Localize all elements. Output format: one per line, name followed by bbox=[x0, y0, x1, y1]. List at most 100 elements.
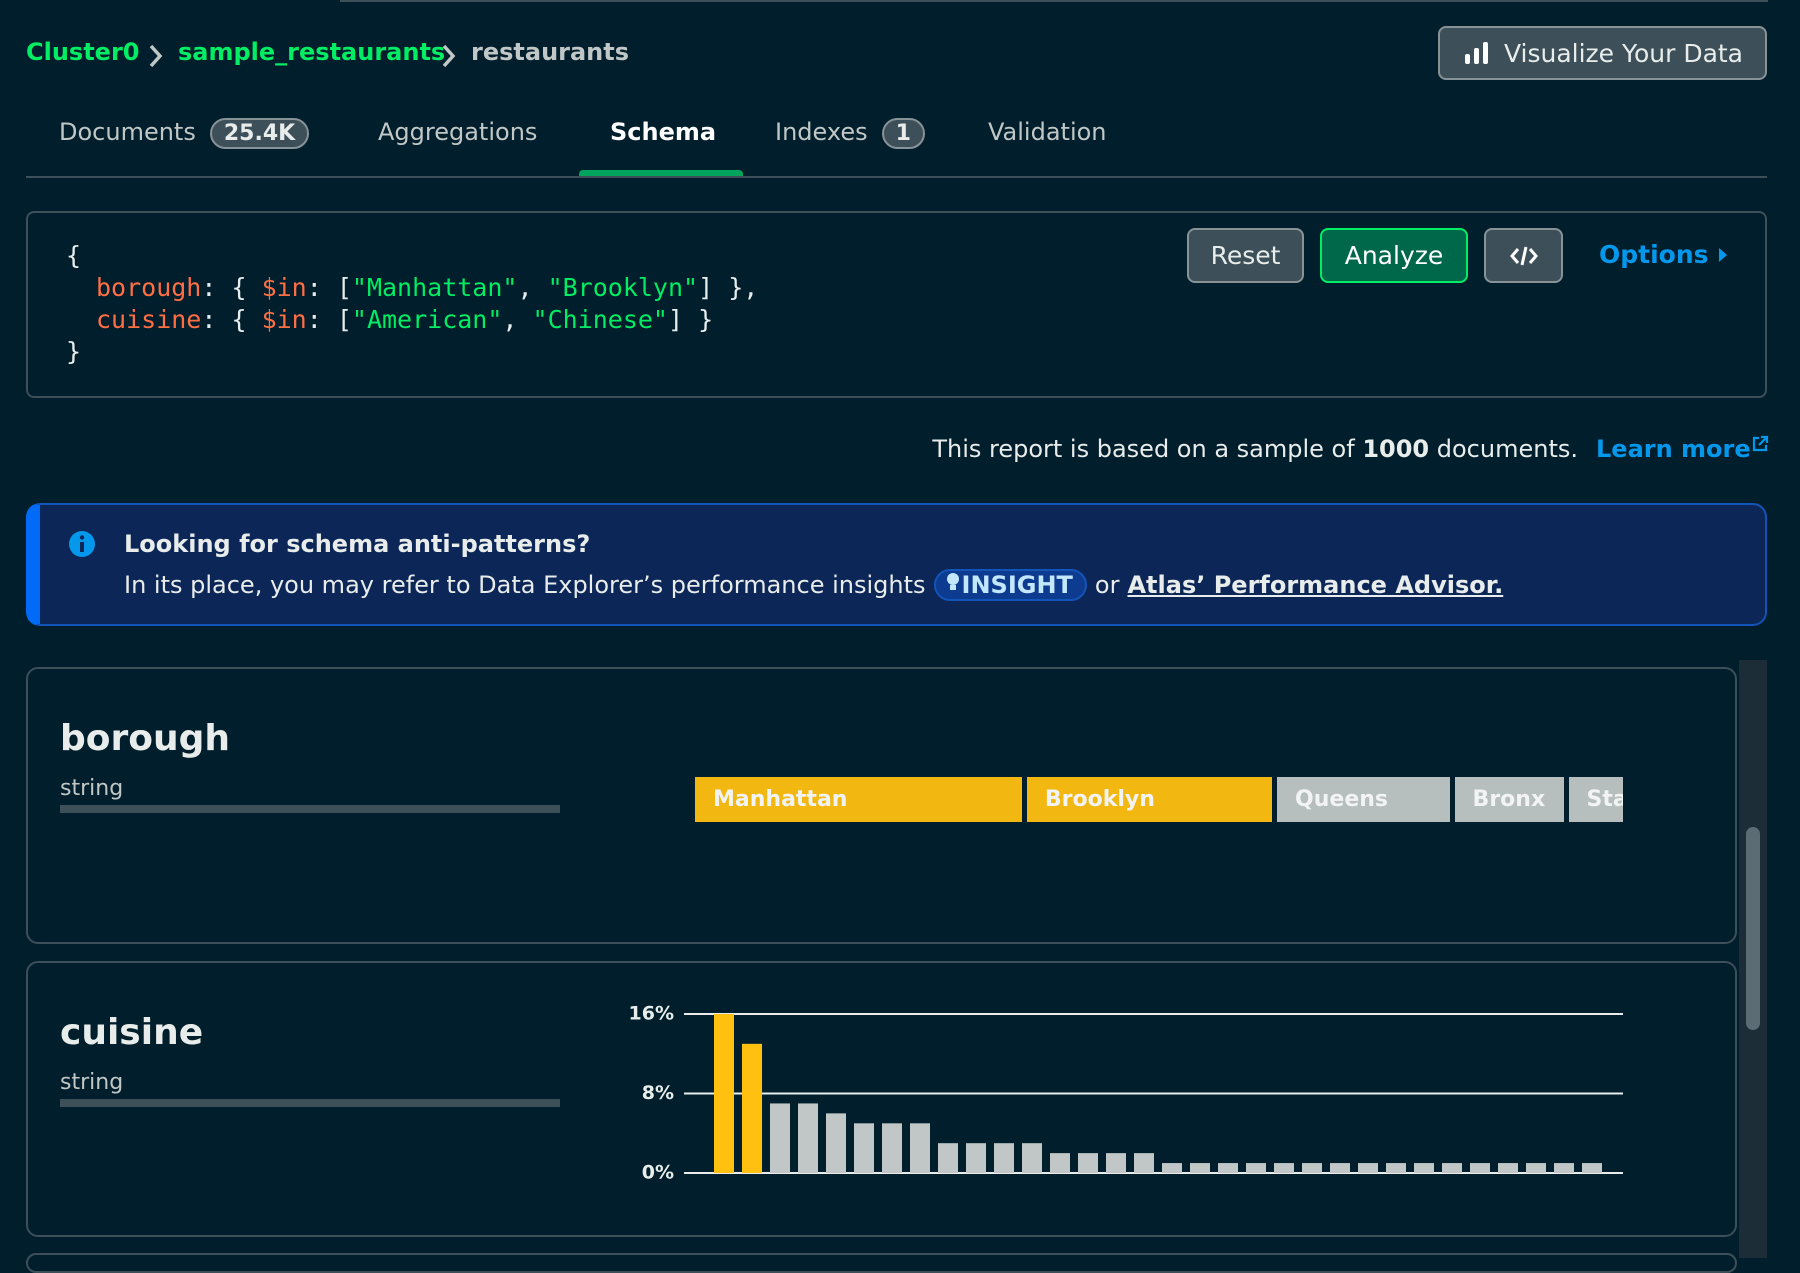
tab[interactable]: Schema bbox=[610, 118, 716, 146]
code-token: { bbox=[66, 241, 82, 270]
code-token: , bbox=[517, 273, 548, 302]
tab-label: Validation bbox=[988, 118, 1107, 146]
report-prefix: This report is based on a sample of bbox=[932, 435, 1355, 463]
y-tick-label: 16% bbox=[629, 1003, 674, 1025]
report-text: This report is based on a sample of 1000… bbox=[932, 435, 1578, 463]
segment[interactable]: Manhattan bbox=[695, 777, 1022, 822]
code-token: cuisine bbox=[96, 305, 202, 334]
banner-or: or bbox=[1094, 571, 1120, 599]
advisor-link[interactable]: Atlas’ Performance Advisor. bbox=[1127, 571, 1504, 599]
code-token: : [ bbox=[306, 273, 352, 302]
code-token: ] } bbox=[667, 305, 714, 334]
bar[interactable] bbox=[770, 1103, 790, 1173]
caret bbox=[1719, 248, 1728, 262]
tab[interactable]: Indexes 1 bbox=[775, 118, 925, 149]
tab-badge: 1 bbox=[881, 118, 925, 149]
tab[interactable]: Aggregations bbox=[378, 118, 537, 146]
code-button[interactable] bbox=[1484, 228, 1563, 283]
query-bar bbox=[26, 211, 1767, 398]
bar[interactable] bbox=[1050, 1153, 1070, 1173]
visualize-button[interactable]: Visualize Your Data bbox=[1438, 26, 1767, 80]
breadcrumb-cluster[interactable]: Cluster0 bbox=[26, 38, 140, 66]
bar[interactable] bbox=[1218, 1163, 1238, 1173]
bar[interactable] bbox=[966, 1143, 986, 1173]
bar[interactable] bbox=[1022, 1143, 1042, 1173]
bar[interactable] bbox=[994, 1143, 1014, 1173]
query-editor[interactable]: {borough: { $in: ["Manhattan", "Brooklyn… bbox=[66, 240, 758, 368]
tab[interactable]: Validation bbox=[988, 118, 1107, 146]
breadcrumb-database[interactable]: sample_restaurants bbox=[178, 38, 446, 66]
code-token: : [ bbox=[306, 305, 352, 334]
tab-label: Aggregations bbox=[378, 118, 538, 146]
bar[interactable] bbox=[854, 1123, 874, 1173]
bar[interactable] bbox=[1190, 1163, 1210, 1173]
code-token: borough bbox=[96, 273, 202, 302]
options-link[interactable]: Options bbox=[1599, 240, 1729, 269]
segment[interactable]: Staten Island bbox=[1568, 777, 1623, 822]
tab-label: Documents bbox=[59, 118, 196, 146]
field-card bbox=[26, 1253, 1737, 1273]
tab-divider bbox=[26, 176, 1767, 178]
bar[interactable] bbox=[1330, 1163, 1350, 1173]
tab[interactable]: Documents 25.4K bbox=[59, 118, 310, 149]
insight-badge[interactable]: INSIGHT bbox=[933, 569, 1087, 601]
segment-label: Bronx bbox=[1472, 787, 1546, 812]
learn-more-link[interactable]: Learn more bbox=[1596, 435, 1769, 463]
bar[interactable] bbox=[1498, 1163, 1518, 1173]
code-icon bbox=[1509, 246, 1538, 265]
bar[interactable] bbox=[1302, 1163, 1322, 1173]
code-line: borough: { $in: ["Manhattan", "Brooklyn"… bbox=[66, 272, 758, 304]
code-line: cuisine: { $in: ["American", "Chinese"] … bbox=[66, 304, 758, 336]
code-token: "Brooklyn" bbox=[547, 273, 699, 302]
field-type: string bbox=[60, 1070, 124, 1095]
field-type: string bbox=[60, 776, 124, 801]
bulb-icon bbox=[946, 573, 959, 590]
bar[interactable] bbox=[1582, 1163, 1602, 1173]
bar[interactable] bbox=[910, 1123, 930, 1173]
field-card bbox=[26, 961, 1737, 1237]
chevron bbox=[442, 44, 456, 68]
y-tick-label: 8% bbox=[642, 1082, 674, 1104]
bar[interactable] bbox=[882, 1123, 902, 1173]
scroll-thumb[interactable] bbox=[1746, 827, 1760, 1030]
code-token: "American" bbox=[351, 305, 503, 334]
bar[interactable] bbox=[1554, 1163, 1574, 1173]
segment[interactable]: Bronx bbox=[1454, 777, 1564, 822]
bar[interactable] bbox=[1162, 1163, 1182, 1173]
bar[interactable] bbox=[1106, 1153, 1126, 1173]
field-name: borough bbox=[60, 718, 231, 759]
bar[interactable] bbox=[1246, 1163, 1266, 1173]
reset-button[interactable]: Reset bbox=[1187, 228, 1304, 283]
bar[interactable] bbox=[826, 1113, 846, 1173]
code-token: $in bbox=[261, 273, 307, 302]
segment[interactable]: Brooklyn bbox=[1026, 777, 1273, 822]
chevron bbox=[149, 44, 163, 68]
bar[interactable] bbox=[742, 1043, 762, 1173]
value-bar: Manhattan Brooklyn Queens Bronx Staten Islan… bbox=[695, 777, 1623, 822]
type-bar bbox=[60, 1099, 560, 1107]
tab-label: Indexes bbox=[775, 118, 868, 146]
bar[interactable] bbox=[1386, 1163, 1406, 1173]
bar[interactable] bbox=[1274, 1163, 1294, 1173]
info-icon bbox=[69, 531, 95, 557]
code-token: "Chinese" bbox=[532, 305, 668, 334]
code-token: $in bbox=[261, 305, 307, 334]
bar[interactable] bbox=[1358, 1163, 1378, 1173]
segment[interactable]: Queens bbox=[1277, 777, 1450, 822]
bar[interactable] bbox=[1414, 1163, 1434, 1173]
bar[interactable] bbox=[1078, 1153, 1098, 1173]
bar[interactable] bbox=[798, 1103, 818, 1173]
active-underline bbox=[579, 170, 743, 176]
code-token: } bbox=[66, 337, 82, 366]
code-token: : { bbox=[201, 305, 262, 334]
bar[interactable] bbox=[1442, 1163, 1462, 1173]
bar[interactable] bbox=[714, 1014, 734, 1173]
learn-more-label: Learn more bbox=[1596, 435, 1751, 463]
bar[interactable] bbox=[1134, 1153, 1154, 1173]
analyze-button[interactable]: Analyze bbox=[1320, 228, 1468, 283]
bar[interactable] bbox=[1470, 1163, 1490, 1173]
bar[interactable] bbox=[938, 1143, 958, 1173]
breadcrumb-collection: restaurants bbox=[471, 38, 630, 66]
bar[interactable] bbox=[1526, 1163, 1546, 1173]
